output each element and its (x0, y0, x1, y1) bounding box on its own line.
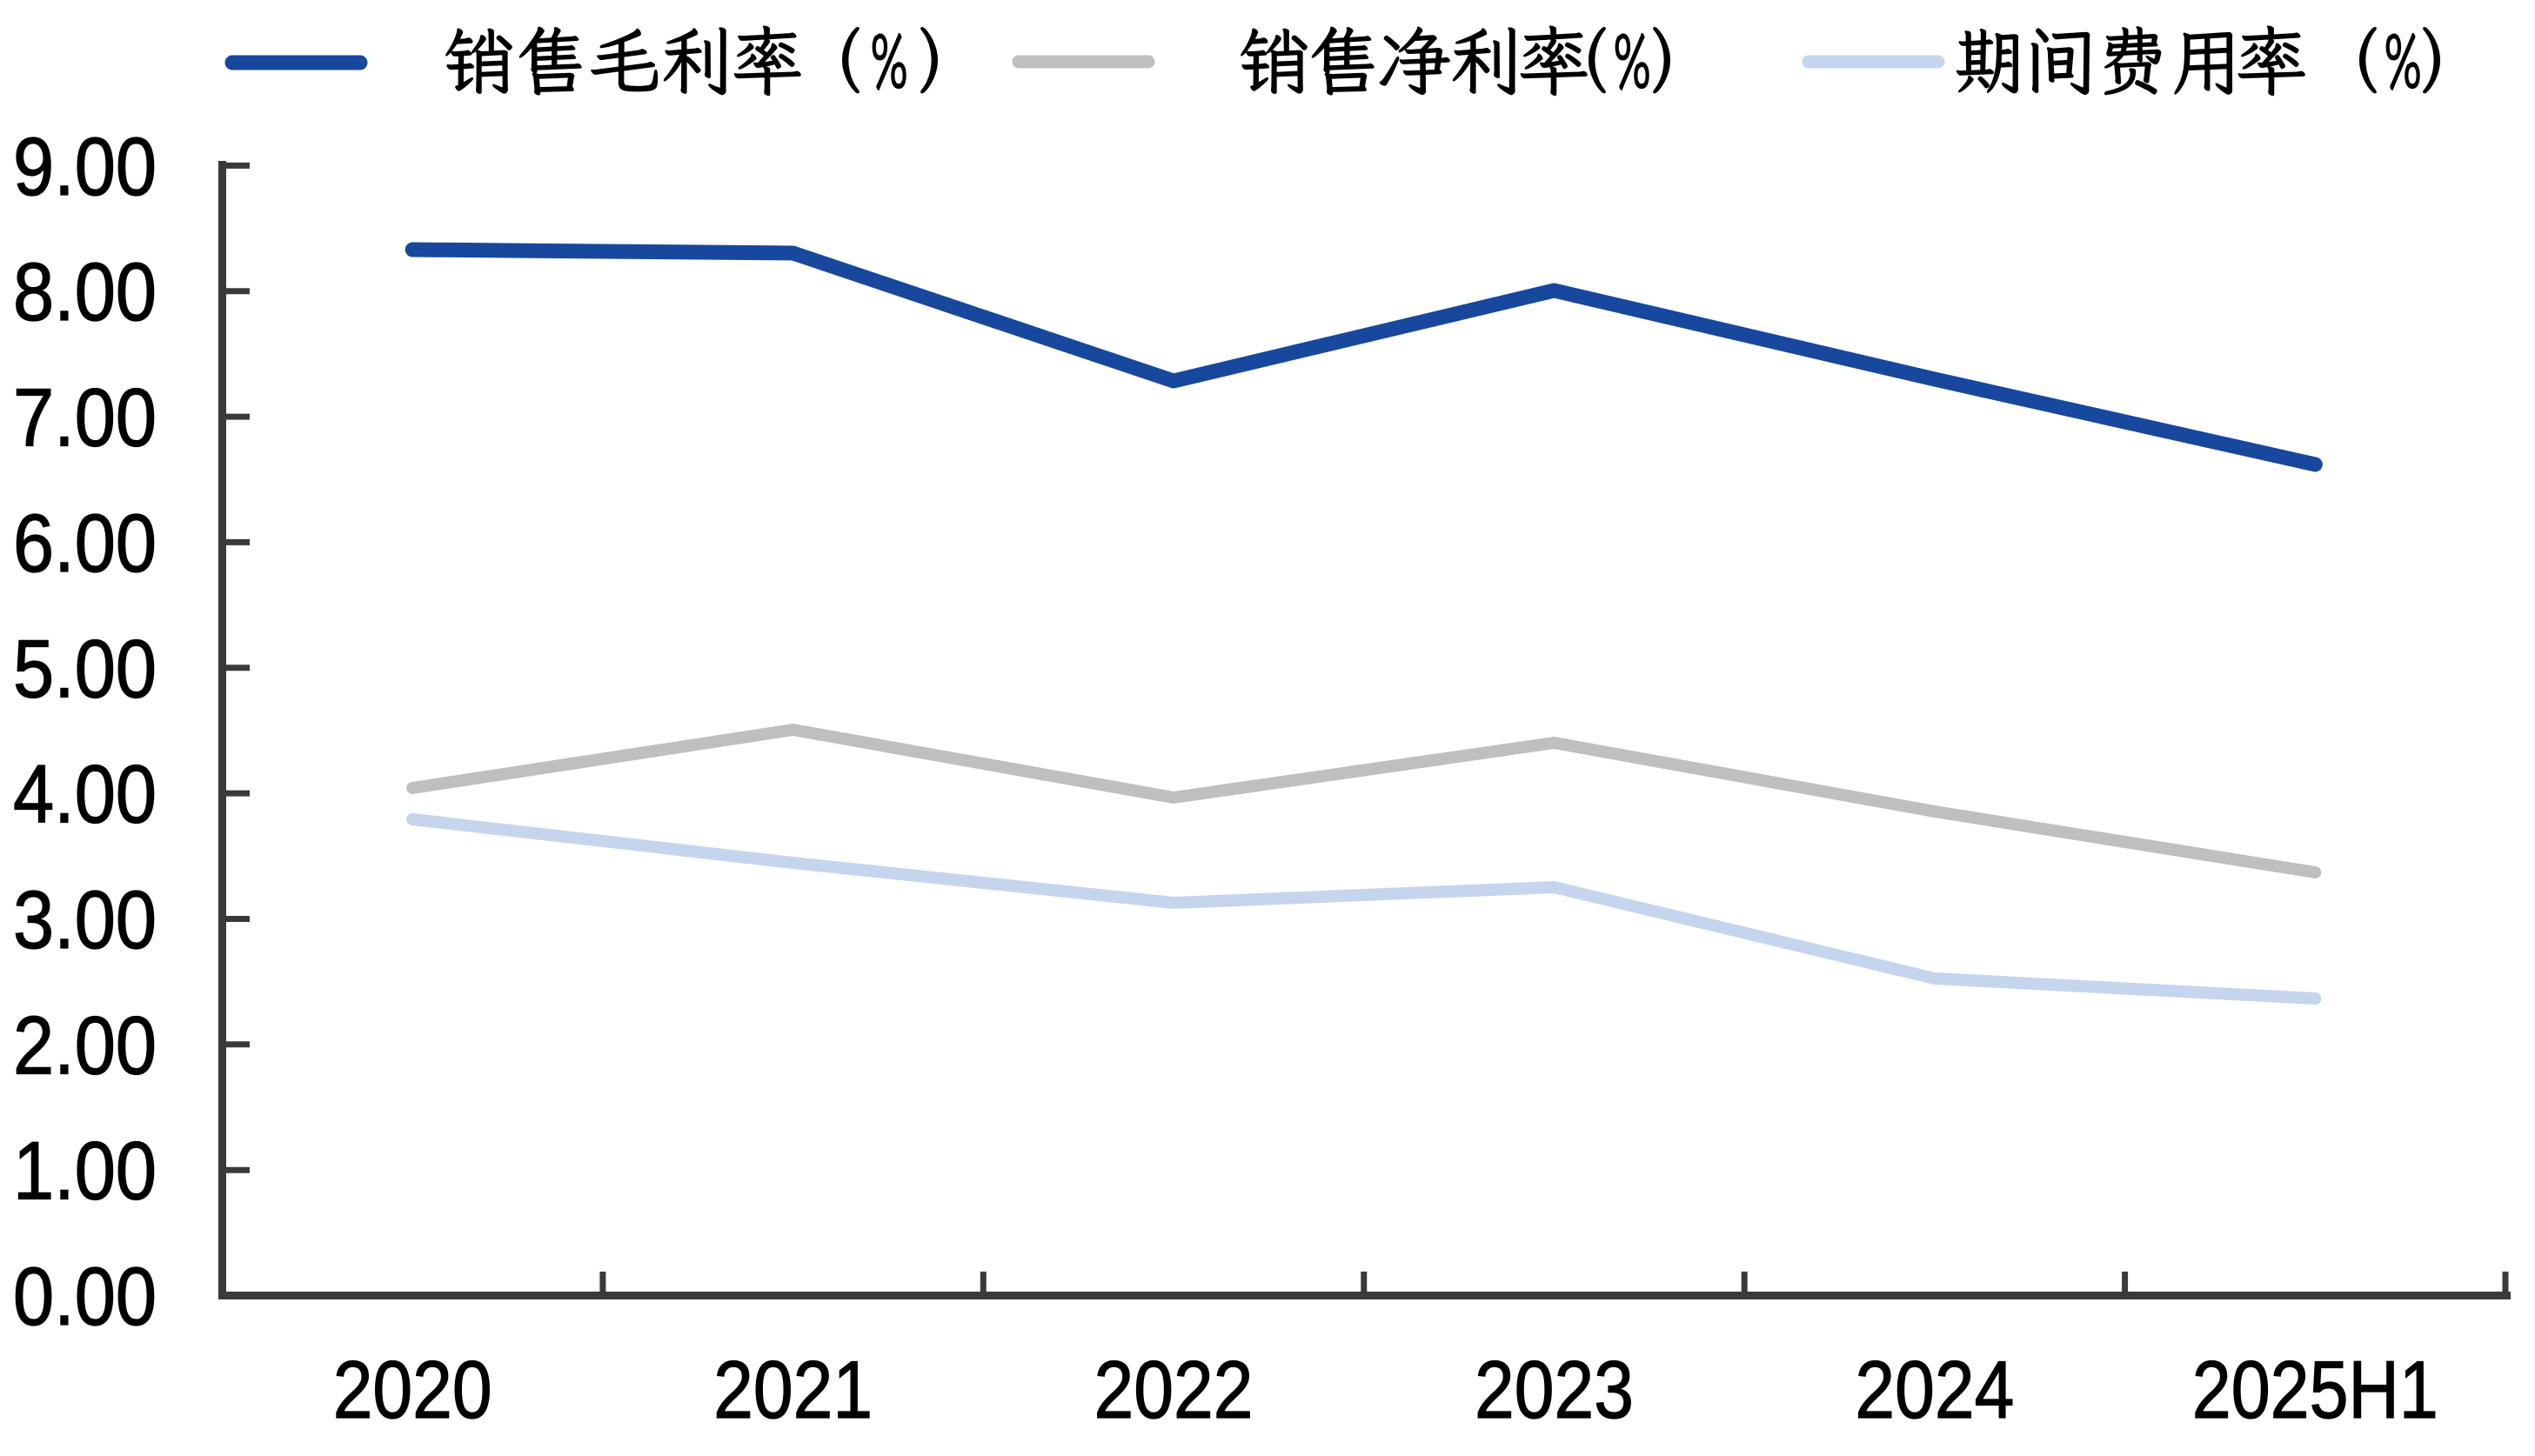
svg-text:2021: 2021 (713, 1344, 873, 1435)
svg-text:1.00: 1.00 (13, 1125, 157, 1218)
svg-text:4.00: 4.00 (13, 749, 157, 841)
svg-text:2020: 2020 (333, 1344, 492, 1435)
svg-text:2024: 2024 (1855, 1344, 2014, 1435)
svg-text:8.00: 8.00 (13, 246, 157, 338)
svg-text:2023: 2023 (1475, 1344, 1634, 1435)
svg-text:2025H1: 2025H1 (2192, 1344, 2438, 1435)
svg-text:7.00: 7.00 (13, 372, 157, 464)
svg-text:3.00: 3.00 (13, 874, 157, 966)
svg-text:6.00: 6.00 (13, 498, 157, 590)
svg-text:0.00: 0.00 (13, 1251, 157, 1343)
svg-text:9.00: 9.00 (13, 121, 157, 213)
svg-text:2022: 2022 (1094, 1344, 1254, 1435)
svg-text:5.00: 5.00 (13, 623, 157, 715)
svg-text:2.00: 2.00 (13, 999, 157, 1092)
